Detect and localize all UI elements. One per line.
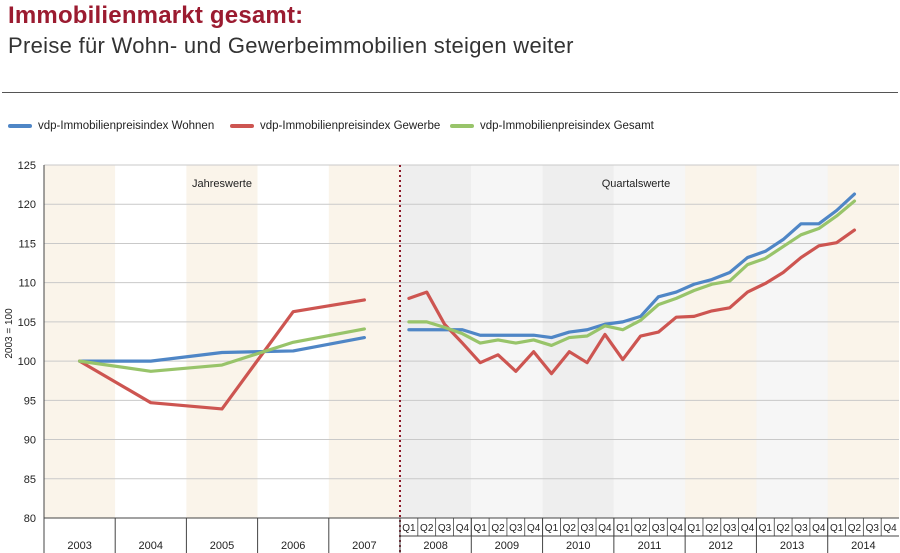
section-label-quarterly: Quartalswerte: [602, 178, 670, 190]
y-tick-label: 125: [18, 160, 36, 172]
y-tick-label: 85: [24, 474, 36, 486]
quarter-tick-label: Q4: [670, 523, 684, 534]
quarter-tick-label: Q4: [456, 523, 470, 534]
quarter-tick-label: Q1: [687, 523, 701, 534]
y-tick-label: 80: [24, 513, 36, 525]
x-tick-label: 2003: [67, 540, 91, 552]
quarter-tick-label: Q2: [705, 523, 719, 534]
quarter-tick-label: Q4: [741, 523, 755, 534]
section-label-annual: Jahreswerte: [192, 178, 252, 190]
annual-series-line-gewerbe: [77, 298, 366, 411]
year-tick-label: 2014: [851, 540, 875, 552]
annual-band-2004: [115, 165, 187, 518]
x-tick-label: 2005: [210, 540, 234, 552]
quarter-band-tint-2012: [685, 165, 757, 518]
quarterly-series-line-wohnen: [407, 192, 857, 340]
year-tick-label: 2011: [638, 540, 662, 552]
y-tick-label: 90: [24, 435, 36, 447]
legend-swatch-gesamt: [450, 124, 474, 128]
quarter-tick-label: Q3: [723, 523, 737, 534]
annual-series-line-wohnen: [77, 335, 366, 363]
year-tick-label: 2010: [566, 540, 590, 552]
quarterly-series-line-gesamt: [407, 199, 857, 348]
annual-band-2005: [186, 165, 258, 518]
x-tick-label: 2007: [352, 540, 376, 552]
quarter-tick-label: Q2: [420, 523, 434, 534]
quarter-band-2011: [613, 165, 686, 518]
quarter-band-2010: [542, 165, 614, 518]
quarter-tick-label: Q3: [866, 523, 880, 534]
legend-item-gewerbe: vdp-Immobilienpreisindex Gewerbe: [230, 120, 440, 132]
y-tick-label: 115: [18, 238, 36, 250]
annual-series-line-gesamt: [77, 327, 366, 373]
quarter-tick-label: Q3: [794, 523, 808, 534]
y-tick-label: 120: [18, 199, 36, 211]
year-tick-label: 2012: [709, 540, 733, 552]
chart-title: Immobilienmarkt gesamt:: [8, 2, 303, 30]
chart-subtitle: Preise für Wohn- und Gewerbeimmobilien s…: [8, 33, 574, 58]
header-divider: [2, 92, 898, 93]
quarter-tick-label: Q1: [616, 523, 630, 534]
legend-label-gesamt: vdp-Immobilienpreisindex Gesamt: [480, 120, 654, 132]
quarter-tick-label: Q3: [652, 523, 666, 534]
quarter-tick-label: Q4: [812, 523, 826, 534]
y-axis-label: 2003 = 100: [4, 308, 15, 359]
quarter-tick-label: Q1: [474, 523, 488, 534]
quarter-tick-label: Q4: [598, 523, 612, 534]
quarter-tick-label: Q3: [509, 523, 523, 534]
quarter-tick-label: Q2: [491, 523, 505, 534]
quarter-tick-label: Q1: [759, 523, 773, 534]
quarter-band-tint-2014: [827, 165, 899, 518]
quarter-tick-label: Q3: [438, 523, 452, 534]
quarter-tick-label: Q2: [634, 523, 648, 534]
quarter-tick-label: Q3: [580, 523, 594, 534]
year-tick-label: 2013: [780, 540, 804, 552]
legend-item-gesamt: vdp-Immobilienpreisindex Gesamt: [450, 120, 654, 132]
chart-title-colon: :: [295, 2, 304, 29]
quarterly-series-line-gewerbe: [407, 228, 857, 376]
legend-swatch-gewerbe: [230, 124, 254, 128]
x-tick-label: 2006: [281, 540, 305, 552]
y-tick-label: 95: [24, 395, 36, 407]
legend-item-wohnen: vdp-Immobilienpreisindex Wohnen: [8, 120, 214, 132]
legend-label-gewerbe: vdp-Immobilienpreisindex Gewerbe: [260, 120, 441, 132]
quarter-tick-label: Q2: [563, 523, 577, 534]
y-tick-label: 105: [18, 317, 36, 329]
legend-swatch-wohnen: [8, 124, 32, 128]
quarter-tick-label: Q4: [527, 523, 541, 534]
year-tick-label: 2009: [495, 540, 519, 552]
x-tick-label: 2004: [139, 540, 163, 552]
chart-title-text: Immobilienmarkt gesamt: [8, 2, 296, 29]
quarter-tick-label: Q4: [883, 523, 897, 534]
quarter-tick-label: Q1: [545, 523, 559, 534]
y-tick-label: 110: [18, 278, 36, 290]
quarter-tick-label: Q1: [830, 523, 844, 534]
legend-label-wohnen: vdp-Immobilienpreisindex Wohnen: [38, 120, 215, 132]
quarter-band-2013: [756, 165, 828, 518]
quarter-tick-label: Q2: [848, 523, 862, 534]
year-tick-label: 2008: [423, 540, 447, 552]
annual-band-2003: [44, 165, 116, 518]
y-tick-label: 100: [18, 356, 36, 368]
quarter-tick-label: Q1: [402, 523, 416, 534]
quarter-tick-label: Q2: [776, 523, 790, 534]
